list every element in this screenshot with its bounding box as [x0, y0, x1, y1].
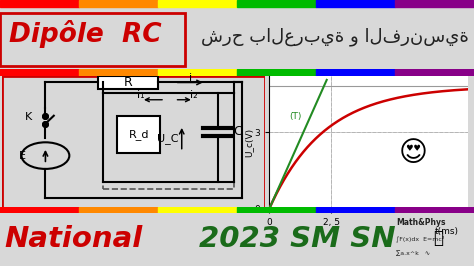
Text: (T): (T)	[289, 112, 301, 121]
Text: R: R	[124, 76, 132, 89]
Bar	[79, 0, 158, 7]
Bar	[395, 69, 474, 76]
Text: 😍: 😍	[399, 139, 428, 167]
Text: 🦉: 🦉	[433, 229, 444, 247]
Text: i: i	[189, 73, 191, 83]
Y-axis label: U_c(V): U_c(V)	[244, 128, 253, 157]
Bar	[158, 207, 237, 213]
Bar	[316, 0, 395, 7]
Text: C: C	[234, 125, 242, 138]
Text: National: National	[5, 225, 143, 253]
Text: U_C: U_C	[156, 133, 178, 144]
Bar	[316, 207, 395, 213]
Bar	[237, 0, 316, 7]
Bar	[237, 69, 316, 76]
Text: i₁: i₁	[137, 90, 145, 100]
Text: ∫F(x)dx  E=mc²: ∫F(x)dx E=mc²	[396, 235, 444, 242]
Text: E: E	[19, 151, 26, 161]
Bar	[79, 207, 158, 213]
Bar	[103, 93, 234, 189]
Bar	[0, 0, 79, 7]
Bar	[316, 69, 395, 76]
Text: K: K	[25, 112, 32, 122]
Bar	[0, 207, 79, 213]
Bar	[0, 69, 79, 76]
Bar	[117, 116, 160, 153]
Text: R_d: R_d	[128, 129, 149, 140]
Text: شرح بالعربية و الفرنسية: شرح بالعربية و الفرنسية	[201, 27, 469, 46]
Bar	[395, 0, 474, 7]
Text: i₂: i₂	[190, 90, 198, 100]
Text: 2023 SM SN: 2023 SM SN	[199, 225, 396, 253]
Bar	[158, 0, 237, 7]
Bar	[395, 207, 474, 213]
Bar	[79, 69, 158, 76]
Text: ∑a.x^k   ∿: ∑a.x^k ∿	[396, 250, 430, 256]
Bar	[237, 207, 316, 213]
Text: t(ms): t(ms)	[434, 227, 458, 236]
Bar	[98, 76, 158, 89]
Text: Math&Phys: Math&Phys	[396, 218, 445, 227]
Bar	[158, 69, 237, 76]
Text: Dipôle  RC: Dipôle RC	[9, 20, 162, 48]
